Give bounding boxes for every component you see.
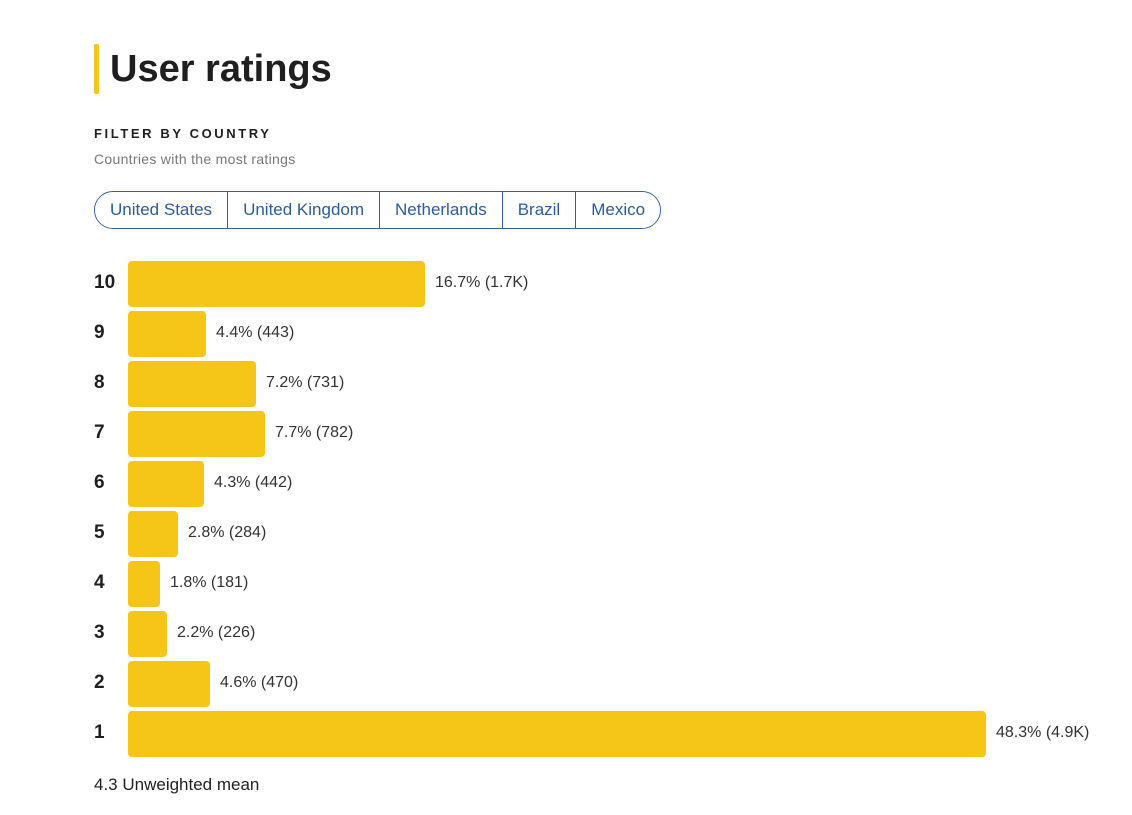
rating-value-label: 4.3% (442)	[214, 474, 293, 491]
unweighted-mean: 4.3 Unweighted mean	[94, 775, 260, 794]
rating-bar[interactable]	[128, 611, 167, 657]
rating-value-label: 2.2% (226)	[177, 624, 256, 641]
rating-value-label: 4.4% (443)	[216, 324, 295, 341]
rating-row-2: 2 4.6% (470)	[94, 658, 1124, 708]
rating-value-label: 2.8% (284)	[188, 524, 267, 541]
rating-row-4: 4 1.8% (181)	[94, 558, 1124, 608]
rating-bar[interactable]	[128, 261, 425, 307]
page-header: User ratings	[94, 44, 332, 94]
title-accent-bar	[94, 44, 99, 94]
country-chip-netherlands[interactable]: Netherlands	[380, 192, 503, 228]
rating-label: 3	[94, 622, 105, 643]
rating-label: 7	[94, 422, 105, 443]
rating-row-9: 9 4.4% (443)	[94, 308, 1124, 358]
rating-value-label: 16.7% (1.7K)	[435, 274, 529, 291]
rating-bar[interactable]	[128, 311, 206, 357]
rating-bar[interactable]	[128, 461, 204, 507]
rating-row-3: 3 2.2% (226)	[94, 608, 1124, 658]
rating-row-6: 6 4.3% (442)	[94, 458, 1124, 508]
rating-bar[interactable]	[128, 361, 256, 407]
rating-label: 2	[94, 672, 105, 693]
rating-label: 8	[94, 372, 105, 393]
filter-label: FILTER BY COUNTRY	[94, 126, 272, 141]
rating-label: 5	[94, 522, 105, 543]
rating-row-10: 10 16.7% (1.7K)	[94, 258, 1124, 308]
country-chip-united-kingdom[interactable]: United Kingdom	[228, 192, 381, 228]
rating-bar[interactable]	[128, 511, 178, 557]
rating-bar[interactable]	[128, 411, 265, 457]
country-filter-group: United States United Kingdom Netherlands…	[94, 191, 662, 229]
rating-label: 9	[94, 322, 105, 343]
rating-value-label: 7.2% (731)	[266, 374, 345, 391]
page-title: User ratings	[110, 47, 332, 90]
country-chip-mexico[interactable]: Mexico	[576, 192, 661, 228]
country-chip-brazil[interactable]: Brazil	[502, 192, 577, 228]
rating-row-8: 8 7.2% (731)	[94, 358, 1124, 408]
rating-label: 6	[94, 472, 105, 493]
rating-bar[interactable]	[128, 711, 986, 757]
rating-label: 10	[94, 272, 116, 293]
rating-bar[interactable]	[128, 561, 160, 607]
rating-value-label: 48.3% (4.9K)	[996, 724, 1090, 741]
country-chip-united-states[interactable]: United States	[95, 192, 229, 228]
rating-row-1: 1 48.3% (4.9K)	[94, 708, 1124, 758]
rating-row-5: 5 2.8% (284)	[94, 508, 1124, 558]
filter-subtitle: Countries with the most ratings	[94, 151, 296, 167]
rating-label: 1	[94, 722, 105, 743]
rating-row-7: 7 7.7% (782)	[94, 408, 1124, 458]
rating-value-label: 4.6% (470)	[220, 674, 299, 691]
rating-value-label: 7.7% (782)	[275, 424, 354, 441]
rating-label: 4	[94, 572, 105, 593]
rating-value-label: 1.8% (181)	[170, 574, 249, 591]
rating-bar[interactable]	[128, 661, 210, 707]
